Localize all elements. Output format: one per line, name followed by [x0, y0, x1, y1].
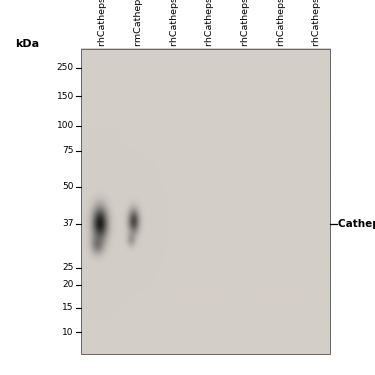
- Text: 75: 75: [62, 146, 74, 155]
- Text: 50: 50: [62, 182, 74, 191]
- Text: 20: 20: [63, 280, 74, 289]
- Text: rhCathepsin L: rhCathepsin L: [98, 0, 107, 46]
- Text: 150: 150: [57, 92, 74, 100]
- Text: rhCathepsin F: rhCathepsin F: [312, 0, 321, 46]
- Text: rhCathepsin K: rhCathepsin K: [206, 0, 214, 46]
- Text: Cathepsin L: Cathepsin L: [338, 219, 375, 229]
- Text: 37: 37: [62, 219, 74, 228]
- Text: kDa: kDa: [15, 39, 39, 49]
- Text: 250: 250: [57, 63, 74, 72]
- Text: 25: 25: [63, 263, 74, 272]
- Text: rmCathepsin L: rmCathepsin L: [134, 0, 143, 46]
- Text: rhCathepsin S: rhCathepsin S: [241, 0, 250, 46]
- Text: 100: 100: [57, 121, 74, 130]
- Text: rhCathepsin H: rhCathepsin H: [276, 0, 286, 46]
- Text: 10: 10: [62, 328, 74, 337]
- Bar: [81, 49, 330, 354]
- Text: 15: 15: [62, 303, 74, 312]
- Text: rhCathepsin V: rhCathepsin V: [170, 0, 178, 46]
